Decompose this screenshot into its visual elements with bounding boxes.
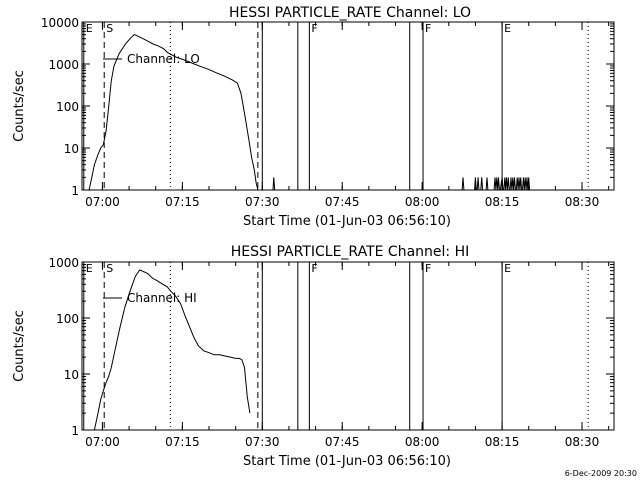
chart-lo-marker-label: F	[425, 22, 431, 35]
chart-hi-xtick-label: 08:00	[405, 435, 440, 449]
chart-lo-xtick-label: 08:00	[405, 195, 440, 209]
chart-lo-marker-label: S	[106, 22, 113, 35]
chart-lo-legend-label: Channel: LO	[127, 52, 200, 66]
chart-lo-xlabel: Start Time (01-Jun-03 06:56:10)	[243, 214, 451, 229]
chart-hi-title: HESSI PARTICLE_RATE Channel: HI	[231, 244, 469, 260]
chart-hi-xtick-label: 08:15	[485, 435, 520, 449]
chart-hi-xtick-label: 07:45	[325, 435, 360, 449]
chart-lo-xtick-label: 08:15	[485, 195, 520, 209]
chart-hi-xtick-label: 07:30	[245, 435, 280, 449]
chart-hi-ylabel: Counts/sec	[12, 310, 27, 382]
chart-lo-ytick-label: 100	[56, 100, 79, 114]
chart-hi-plot-area	[81, 261, 615, 431]
chart-lo-ytick-label: 10000	[41, 16, 79, 30]
chart-hi-marker-label: E	[86, 262, 93, 275]
chart-lo-xtick-label: 07:45	[325, 195, 360, 209]
chart-hi-xtick-label: 07:15	[165, 435, 200, 449]
chart-lo-series-line	[88, 34, 259, 191]
chart-lo-marker-label: E	[86, 22, 93, 35]
chart-hi-marker-label: F	[311, 262, 317, 275]
chart-hi-ytick-label: 100	[56, 312, 79, 326]
chart-lo-series-line	[272, 177, 531, 191]
chart-lo-legend: Channel: LO	[103, 52, 200, 66]
footer-stamp: 6-Dec-2009 20:30	[565, 469, 637, 478]
chart-hi-series	[93, 269, 251, 431]
chart-hi-xlabel: Start Time (01-Jun-03 06:56:10)	[243, 454, 451, 469]
chart-lo-xtick-label: 07:15	[165, 195, 200, 209]
chart-lo-series	[88, 34, 531, 191]
chart-lo-xtick-label: 08:30	[565, 195, 600, 209]
chart-hi-ytick-label: 1	[71, 424, 79, 438]
chart-lo-marker-label: E	[504, 22, 511, 35]
chart-hi-marker-label: S	[106, 262, 113, 275]
chart-hi-legend: Channel: HI	[103, 291, 197, 305]
chart-hi-legend-label: Channel: HI	[127, 291, 197, 305]
chart-lo-ylabel: Counts/sec	[12, 70, 27, 142]
chart-hi-series-line	[93, 269, 251, 431]
chart-lo-xtick-label: 07:30	[245, 195, 280, 209]
chart-lo-title: HESSI PARTICLE_RATE Channel: LO	[229, 5, 471, 21]
chart-lo-ytick-label: 1	[71, 184, 79, 198]
chart-hi-marker-label: E	[504, 262, 511, 275]
chart-hi-ticks: 1 10 100 1000 07:00 07:15 07:30 07:45 08:00 08:15…	[48, 256, 614, 449]
chart-hi-xtick-label: 07:00	[85, 435, 120, 449]
chart-lo-ticks: 1 10 100 1000 10000 07:00 07:15 07:30 07:45 08:00…	[41, 16, 614, 209]
chart-hi-xtick-label: 08:30	[565, 435, 600, 449]
chart-lo-ytick-label: 10	[64, 142, 79, 156]
chart-lo-xtick-label: 07:00	[85, 195, 120, 209]
chart-hi-ytick-label: 10	[64, 368, 79, 382]
chart-lo-marker-label: F	[311, 22, 317, 35]
chart-lo-ytick-label: 1000	[48, 58, 79, 72]
chart-hi-ytick-label: 1000	[48, 256, 79, 270]
chart-hi-marker-label: F	[425, 262, 431, 275]
